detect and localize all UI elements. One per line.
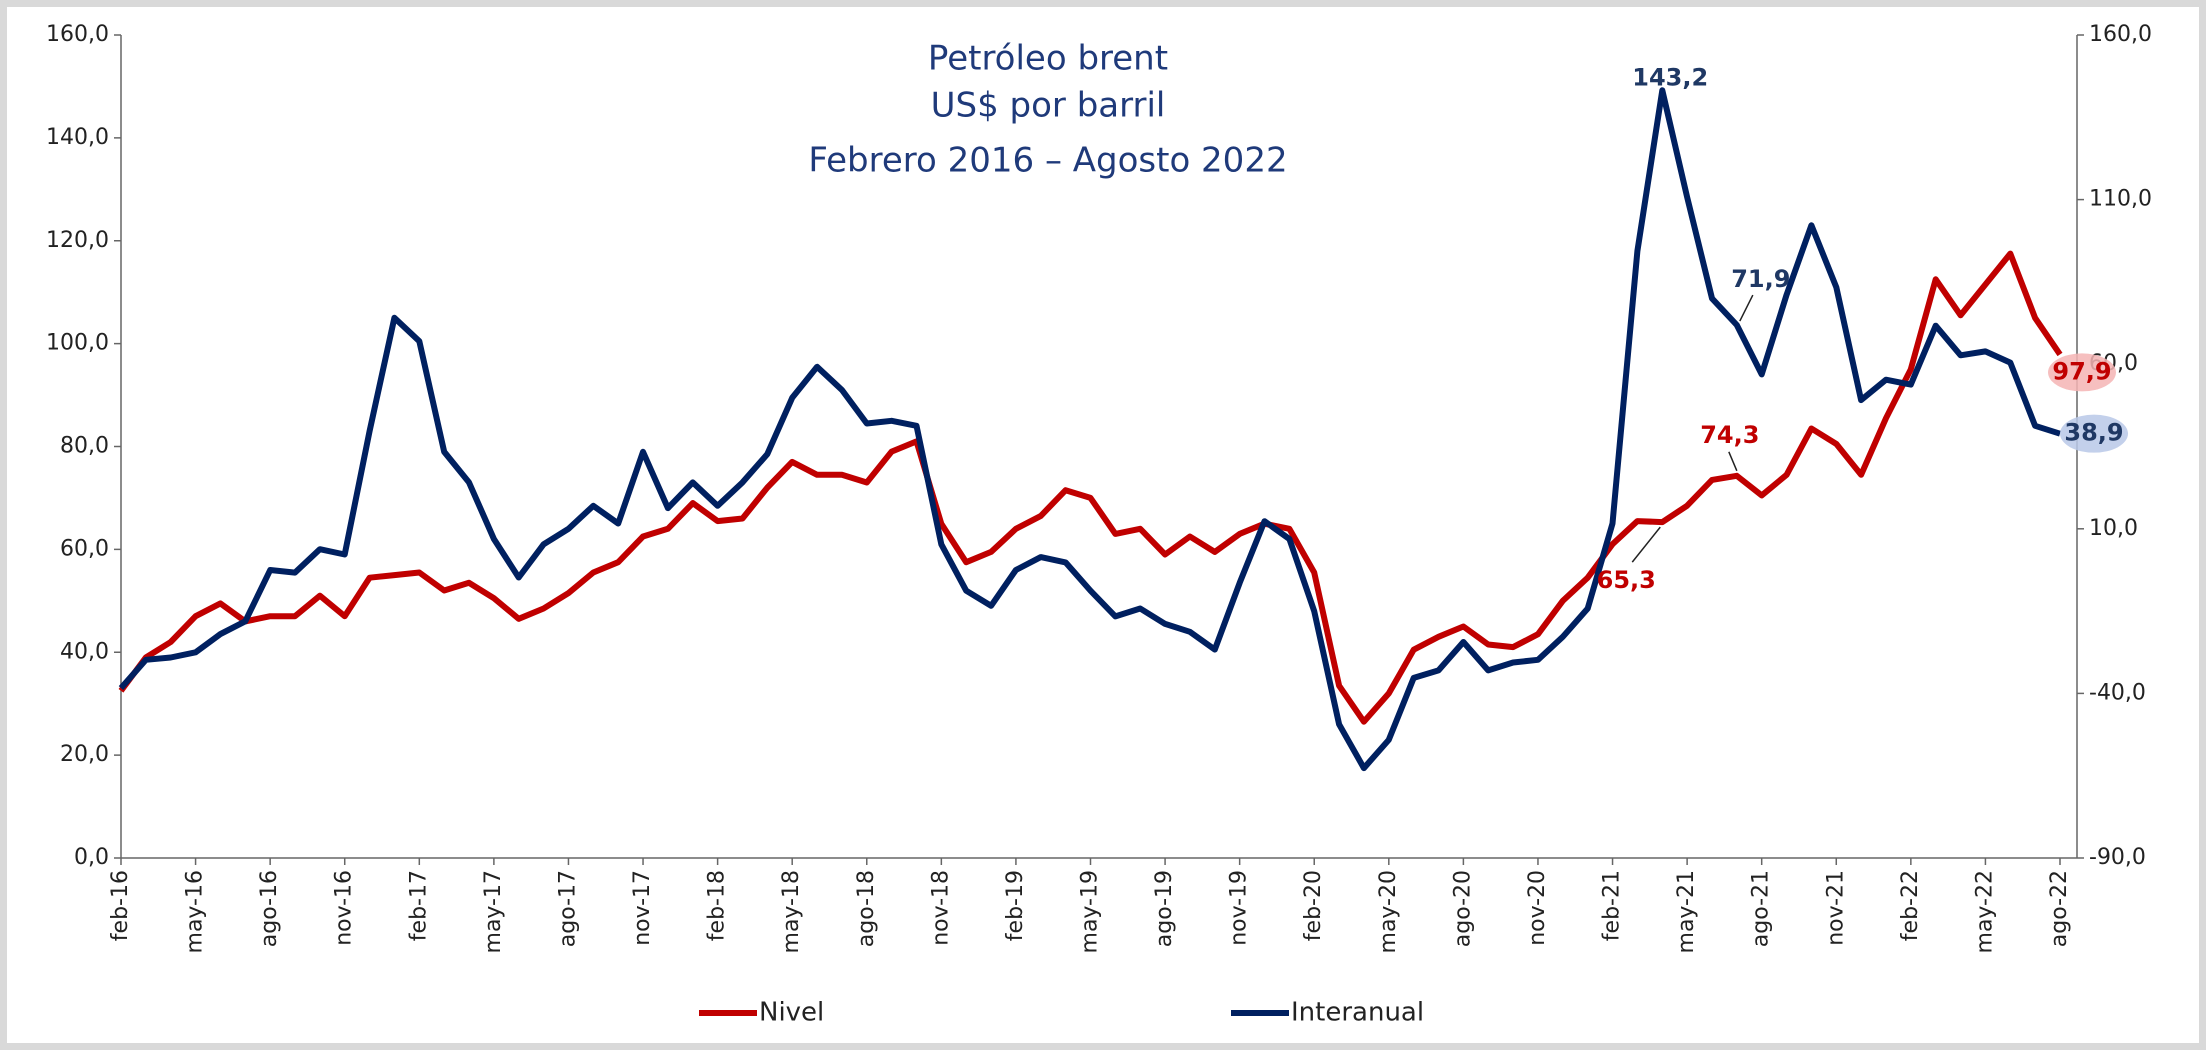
y2-tick-label: 160,0 <box>2089 22 2152 47</box>
x-tick-label: feb-18 <box>705 870 730 941</box>
y-tick-label: 120,0 <box>46 228 109 253</box>
data-label: 74,3 <box>1700 421 1759 449</box>
x-tick-label: nov-16 <box>332 870 357 946</box>
x-tick-label: may-16 <box>183 870 208 953</box>
data-label: 143,2 <box>1632 63 1708 91</box>
x-tick-label: may-17 <box>481 870 506 953</box>
data-label: 71,9 <box>1731 265 1790 293</box>
x-tick-label: feb-21 <box>1600 870 1625 941</box>
x-tick-label: nov-21 <box>1823 870 1848 946</box>
label-connector <box>1728 451 1738 472</box>
x-tick-label: nov-19 <box>1227 870 1252 946</box>
x-tick-label: ago-18 <box>854 870 879 947</box>
legend-label: Nivel <box>759 998 824 1028</box>
label-highlight <box>2060 414 2128 453</box>
chart-title: Petróleo brent <box>928 39 1168 79</box>
label-highlight <box>2048 353 2116 392</box>
x-tick-label: ago-17 <box>555 870 580 947</box>
x-tick-label: may-21 <box>1674 870 1699 953</box>
x-tick-label: feb-19 <box>1003 870 1028 941</box>
data-label: 65,3 <box>1597 566 1656 594</box>
data-label: 97,9 <box>2052 357 2111 385</box>
series-line <box>118 250 2063 725</box>
x-tick-label: nov-18 <box>928 870 953 946</box>
x-tick-label: may-18 <box>779 870 804 953</box>
x-tick-label: ago-22 <box>2047 870 2072 947</box>
y-tick-label: 160,0 <box>46 22 109 47</box>
x-tick-label: feb-17 <box>406 870 431 941</box>
x-tick-label: nov-17 <box>630 870 655 946</box>
panel <box>7 7 2199 1043</box>
x-tick-label: ago-21 <box>1749 870 1774 947</box>
x-tick-label: may-22 <box>1972 870 1997 953</box>
series-line <box>118 87 2061 772</box>
y-tick-label: 40,0 <box>60 639 109 664</box>
y-tick-label: 20,0 <box>60 742 109 767</box>
x-tick-label: ago-16 <box>257 870 282 947</box>
y2-tick-label: -90,0 <box>2089 845 2146 870</box>
x-tick-label: feb-22 <box>1898 870 1923 941</box>
y2-tick-label: 110,0 <box>2089 187 2152 212</box>
label-connector <box>1739 294 1754 322</box>
y-tick-label: 140,0 <box>46 125 109 150</box>
x-tick-label: ago-20 <box>1450 870 1475 947</box>
y-tick-label: 80,0 <box>60 434 109 459</box>
y2-tick-label: -40,0 <box>2089 680 2146 705</box>
y-tick-label: 100,0 <box>46 331 109 356</box>
x-tick-label: may-20 <box>1376 870 1401 953</box>
data-label: 38,9 <box>2064 419 2123 447</box>
y-tick-label: 60,0 <box>60 536 109 561</box>
x-tick-label: may-19 <box>1078 870 1103 953</box>
x-tick-label: nov-20 <box>1525 870 1550 946</box>
y-tick-label: 0,0 <box>74 845 109 870</box>
y2-tick-label: 10,0 <box>2089 516 2138 541</box>
chart-title: Febrero 2016 – Agosto 2022 <box>808 141 1287 181</box>
x-tick-label: ago-19 <box>1152 870 1177 947</box>
chart-title: US$ por barril <box>931 86 1166 126</box>
legend-label: Interanual <box>1291 998 1424 1028</box>
label-connector <box>1631 526 1661 563</box>
x-tick-label: feb-20 <box>1301 870 1326 941</box>
x-tick-label: feb-16 <box>108 870 133 941</box>
